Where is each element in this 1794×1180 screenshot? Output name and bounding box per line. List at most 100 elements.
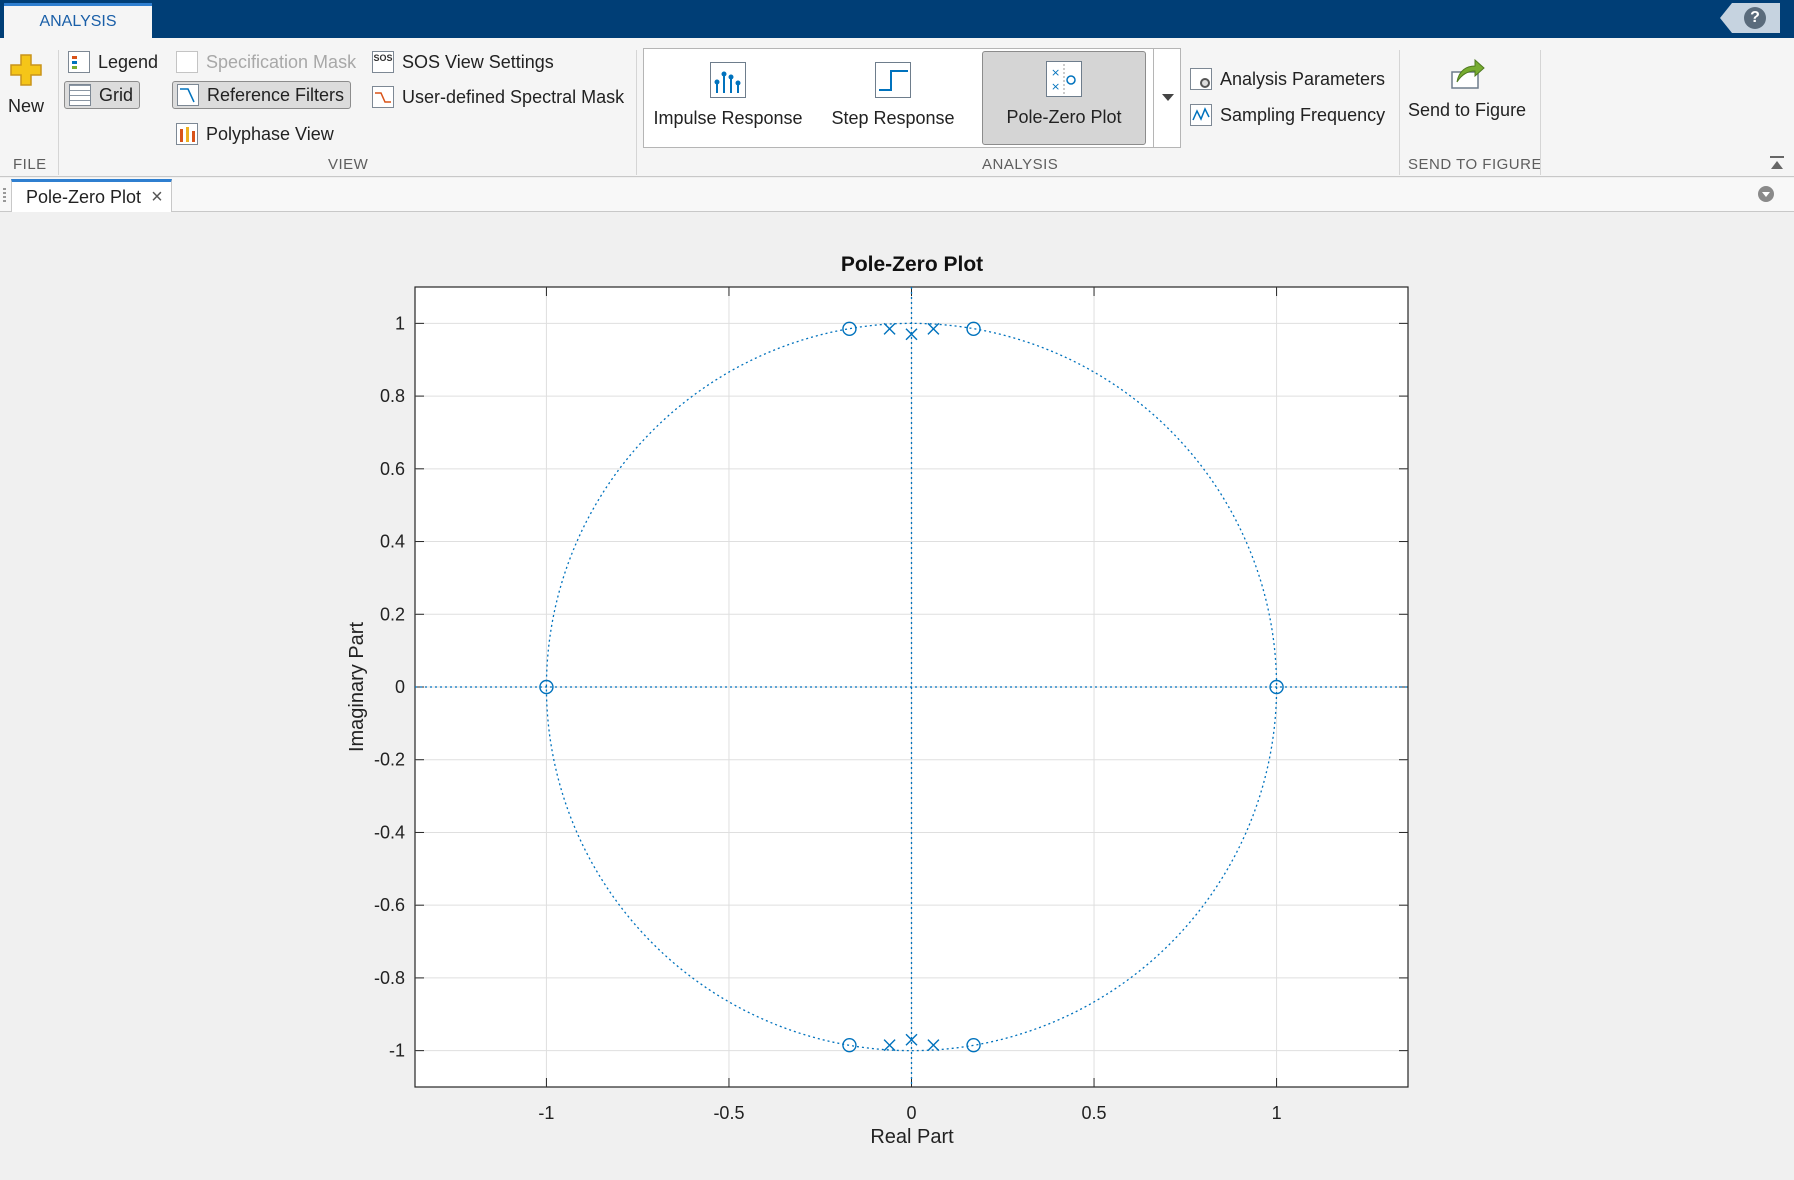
document-menu-button[interactable] — [1758, 186, 1774, 202]
pole-stroke — [927, 322, 940, 335]
reference-filters-icon — [177, 84, 199, 106]
y-axis-label: Imaginary Part — [346, 622, 368, 752]
specification-mask-label: Specification Mask — [206, 51, 357, 72]
spectral-mask-button[interactable]: User-defined Spectral Mask — [372, 86, 624, 108]
x-axis-label: Real Part — [870, 1126, 954, 1148]
grid-toggle[interactable]: Grid — [64, 81, 141, 109]
zero-marker — [842, 321, 857, 337]
document-tab-strip: Pole-Zero Plot × — [0, 178, 1794, 212]
specification-mask-button[interactable]: Specification Mask — [176, 51, 356, 73]
collapse-icon — [1770, 156, 1784, 169]
chart-title: Pole-Zero Plot — [841, 253, 983, 276]
send-group-label: SEND TO FIGURE — [1408, 156, 1542, 173]
y-tick-label: 1 — [395, 313, 405, 333]
pole-stroke — [927, 1039, 940, 1052]
pole-zero-plot-label: Pole-Zero Plot — [1006, 107, 1122, 127]
pole-zero-figure: Pole-Zero Plot -1 -0.5 0 0.5 1 -1 -0.8 -0.6 -0.4… — [346, 253, 1409, 1148]
pole-marker — [883, 1039, 896, 1052]
impulse-response-label: Impulse Response — [653, 108, 803, 128]
polyphase-view-label: Polyphase View — [206, 123, 334, 144]
y-tick-label: -0.8 — [374, 968, 405, 988]
analysis-gallery: Impulse Response Step Response × × Pole-… — [643, 48, 1181, 148]
send-to-figure-label: Send to Figure — [1408, 100, 1527, 120]
new-button[interactable]: New — [8, 52, 44, 117]
zero-marker — [1269, 679, 1284, 695]
send-to-figure-icon — [1451, 58, 1485, 89]
svg-text:×: × — [1051, 80, 1060, 93]
step-response-icon — [875, 62, 911, 98]
grid-icon — [69, 84, 91, 106]
pole-zero-plot-button[interactable]: × × Pole-Zero Plot — [982, 51, 1146, 145]
legend-button[interactable]: Legend — [68, 51, 158, 73]
close-icon[interactable]: × — [151, 185, 163, 208]
specification-mask-icon — [176, 51, 198, 73]
polyphase-view-button[interactable]: Polyphase View — [176, 123, 334, 145]
y-tick-label: -0.2 — [374, 750, 405, 770]
spectral-mask-label: User-defined Spectral Mask — [402, 86, 625, 107]
x-tick-label: 0.5 — [1082, 1103, 1107, 1123]
file-group-label: FILE — [13, 156, 47, 173]
document-tab-label: Pole-Zero Plot — [26, 186, 142, 207]
svg-text:×: × — [1051, 66, 1060, 79]
divider — [58, 50, 59, 175]
divider — [636, 50, 637, 175]
tab-analysis-label: ANALYSIS — [39, 13, 117, 30]
drag-handle[interactable] — [3, 188, 6, 202]
plus-icon — [10, 54, 42, 86]
pole-stroke — [883, 322, 896, 335]
step-response-button[interactable]: Step Response — [818, 51, 968, 145]
pole-marker — [905, 328, 918, 341]
divider — [1399, 50, 1400, 175]
send-to-figure-button[interactable]: Send to Figure — [1408, 54, 1526, 121]
x-tick-label: 1 — [1272, 1103, 1282, 1123]
chevron-down-icon — [1161, 94, 1174, 101]
analysis-parameters-button[interactable]: Analysis Parameters — [1190, 68, 1385, 90]
pole-stroke — [905, 1033, 918, 1046]
zero-marker — [842, 1037, 857, 1053]
document-tab-pole-zero[interactable]: Pole-Zero Plot × — [11, 179, 172, 212]
gallery-expand-button[interactable] — [1153, 48, 1181, 148]
x-tick-label: -1 — [538, 1103, 554, 1123]
grid-label: Grid — [99, 84, 134, 105]
divider — [1540, 50, 1541, 175]
y-tick-label: 0.2 — [380, 604, 405, 624]
y-tick-label: 0.4 — [380, 532, 405, 552]
help-button[interactable]: ? — [1720, 3, 1780, 33]
zero-marker — [539, 679, 554, 695]
help-icon: ? — [1744, 7, 1766, 29]
reference-filters-toggle[interactable]: Reference Filters — [172, 81, 352, 109]
view-group-label: VIEW — [328, 156, 369, 173]
chevron-down-icon — [1762, 192, 1770, 197]
sampling-frequency-icon — [1190, 104, 1212, 126]
step-response-label: Step Response — [831, 108, 955, 128]
polyphase-view-icon — [176, 123, 198, 145]
analysis-parameters-icon — [1190, 68, 1212, 90]
x-tick-label: 0 — [906, 1103, 916, 1123]
tab-analysis[interactable]: ANALYSIS — [4, 3, 152, 38]
pole-marker — [905, 1033, 918, 1046]
impulse-response-button[interactable]: Impulse Response — [648, 51, 808, 145]
y-tick-label: -0.6 — [374, 895, 405, 915]
spectral-mask-icon — [372, 86, 394, 108]
collapse-toolstrip-button[interactable] — [1769, 156, 1785, 175]
pole-zero-icon: × × — [1046, 61, 1082, 97]
y-tick-label: 0.6 — [380, 459, 405, 479]
pole-marker — [927, 322, 940, 335]
toolstrip-titlebar: ANALYSIS ? — [0, 0, 1794, 38]
y-tick-label: 0.8 — [380, 386, 405, 406]
analysis-group-label: ANALYSIS — [982, 156, 1059, 173]
legend-label: Legend — [98, 51, 159, 72]
zero-marker — [966, 321, 981, 337]
pole-stroke — [905, 328, 918, 341]
pole-stroke — [883, 1039, 896, 1052]
sampling-frequency-button[interactable]: Sampling Frequency — [1190, 104, 1385, 126]
zero-marker — [966, 1037, 981, 1053]
pole-marker — [927, 1039, 940, 1052]
new-label: New — [8, 96, 45, 116]
legend-icon — [68, 51, 90, 73]
sos-view-settings-button[interactable]: SOS SOS View Settings — [372, 51, 554, 73]
ticks-layer: -1 -0.5 0 0.5 1 -1 -0.8 -0.6 -0.4 -0.2 0 0.2 0.4 0.6 0… — [374, 287, 1408, 1123]
reference-filters-label: Reference Filters — [207, 84, 345, 105]
data-layer — [415, 287, 1408, 1087]
sos-view-settings-label: SOS View Settings — [402, 51, 554, 72]
